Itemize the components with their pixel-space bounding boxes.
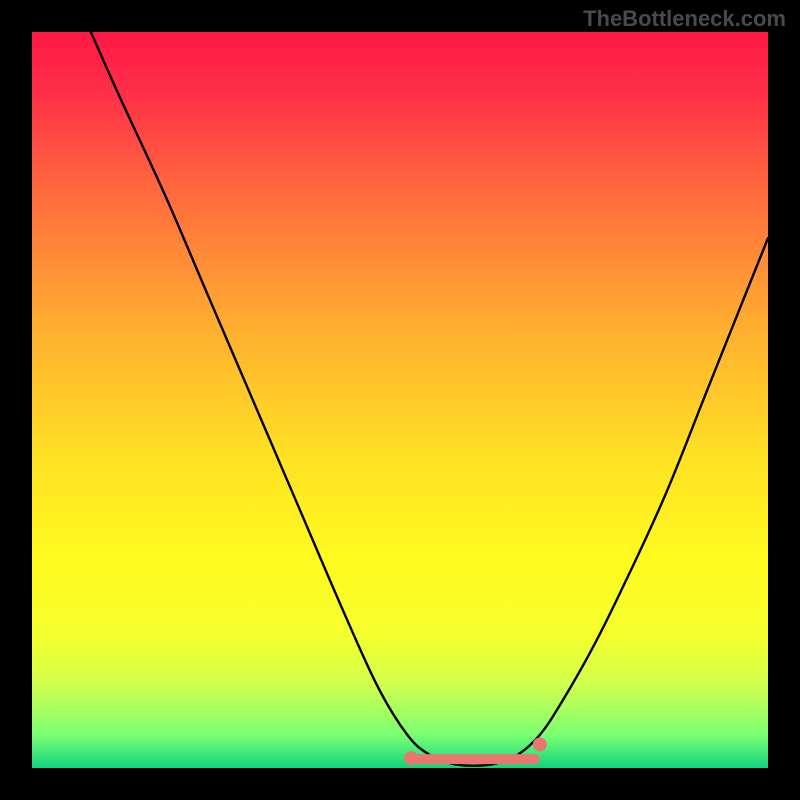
bottleneck-curve (32, 32, 768, 768)
plot-area (32, 32, 768, 768)
highlight-dot-right (533, 737, 547, 751)
highlight-bar (411, 754, 540, 764)
curve-path (91, 32, 768, 766)
highlight-dot-left (404, 751, 418, 765)
watermark-text: TheBottleneck.com (583, 6, 786, 32)
